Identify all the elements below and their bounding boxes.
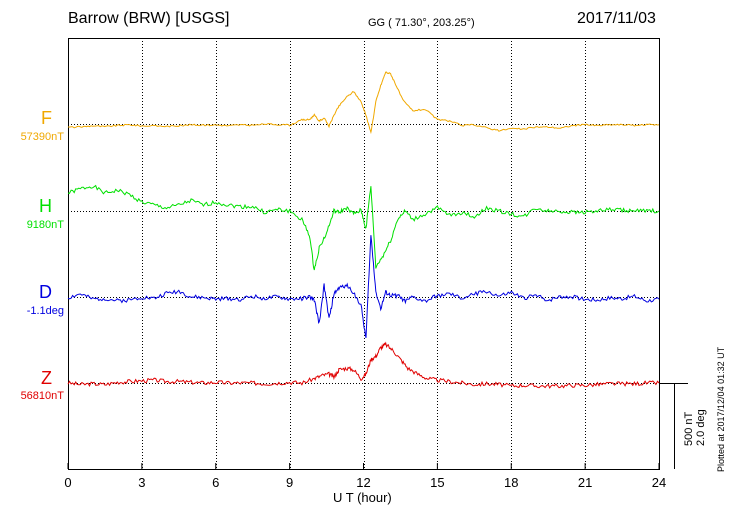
x-tick-label-6: 6 <box>212 475 219 490</box>
x-axis-title: U T (hour) <box>333 490 392 505</box>
x-tick-label-24: 24 <box>652 475 666 490</box>
series-traces <box>67 71 660 389</box>
channel-label-z: Z <box>41 368 52 388</box>
baselines <box>68 124 659 384</box>
series-z-line <box>67 341 660 389</box>
channel-baseline-h: 9180nT <box>26 219 64 231</box>
x-tick-label-9: 9 <box>286 475 293 490</box>
x-tick-label-18: 18 <box>504 475 518 490</box>
x-tick-label-15: 15 <box>430 475 444 490</box>
grid-lines <box>142 38 586 469</box>
channel-baseline-f: 57390nT <box>20 131 64 143</box>
series-d-line <box>67 235 660 339</box>
coordinates-label: GG ( 71.30°, 203.25°) <box>368 17 475 29</box>
x-axis-ticks: 0 3 6 9 12 15 18 21 24 <box>64 463 666 490</box>
series-h-line <box>67 184 660 271</box>
x-tick-label-3: 3 <box>138 475 145 490</box>
series-f-line <box>67 71 660 135</box>
scale-nt-label: 500 nT <box>683 411 695 446</box>
channel-label-d: D <box>39 282 52 302</box>
channel-label-h: H <box>39 196 52 216</box>
channel-baseline-d: -1.1deg <box>26 305 64 317</box>
scale-bar <box>659 383 688 469</box>
channel-baseline-z: 56810nT <box>20 390 64 402</box>
x-tick-label-0: 0 <box>64 475 71 490</box>
channel-label-f: F <box>41 108 52 128</box>
scale-deg-label: 2.0 deg <box>695 409 707 446</box>
x-tick-label-12: 12 <box>356 475 370 490</box>
plotted-timestamp: Plotted at 2017/12/04 01:32 UT <box>716 346 726 472</box>
x-tick-label-21: 21 <box>578 475 592 490</box>
date-label: 2017/11/03 <box>577 10 656 27</box>
station-title: Barrow (BRW) [USGS] <box>68 10 230 27</box>
